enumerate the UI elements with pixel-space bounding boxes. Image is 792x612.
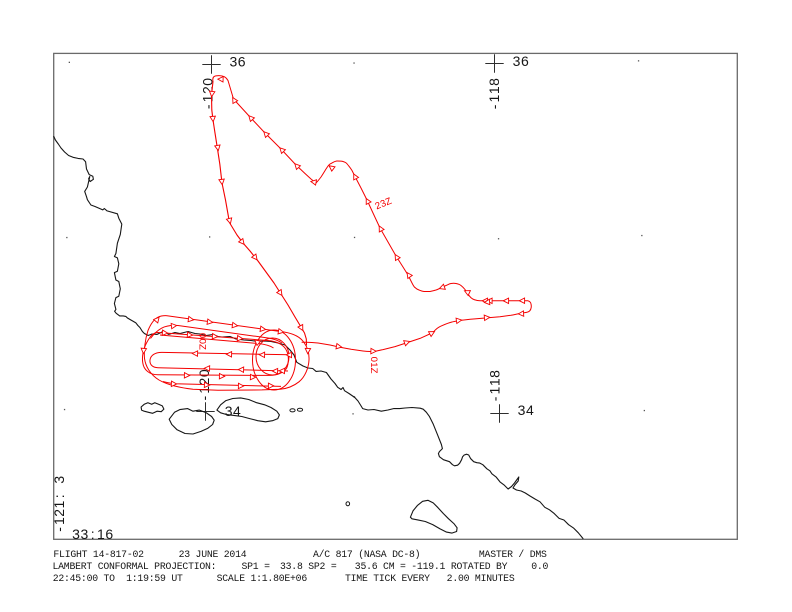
svg-text:-: - bbox=[196, 395, 212, 400]
svg-text:1: 1 bbox=[200, 94, 216, 102]
svg-text:0: 0 bbox=[197, 339, 208, 344]
svg-text::: : bbox=[51, 494, 67, 498]
svg-text:4: 4 bbox=[233, 403, 241, 419]
svg-text:3: 3 bbox=[513, 53, 521, 69]
svg-text:2: 2 bbox=[51, 509, 67, 517]
svg-text:1: 1 bbox=[486, 378, 502, 386]
svg-text:LAMBERT CONFORMAL PROJECTION:: LAMBERT CONFORMAL PROJECTION: bbox=[53, 561, 217, 572]
svg-text:3: 3 bbox=[225, 403, 233, 419]
svg-text:MASTER / DMS: MASTER / DMS bbox=[479, 549, 547, 560]
svg-text::: : bbox=[91, 526, 95, 542]
svg-text:Z: Z bbox=[368, 368, 379, 374]
svg-text:8: 8 bbox=[486, 78, 502, 86]
svg-text:SCALE 1:1.80E+06: SCALE 1:1.80E+06 bbox=[217, 573, 308, 584]
svg-text:SP1 =: SP1 = bbox=[242, 561, 271, 572]
svg-text:0: 0 bbox=[368, 357, 379, 362]
svg-text:1: 1 bbox=[486, 386, 502, 394]
svg-text:0: 0 bbox=[196, 369, 212, 377]
svg-text:1: 1 bbox=[51, 500, 67, 508]
svg-text:33.8 SP2 =: 33.8 SP2 = bbox=[280, 561, 337, 572]
svg-text:3: 3 bbox=[518, 402, 526, 418]
svg-text:4: 4 bbox=[526, 402, 534, 418]
svg-text:0.0: 0.0 bbox=[531, 561, 548, 572]
svg-text:TIME TICK EVERY 2.00 MINUTES: TIME TICK EVERY 2.00 MINUTES bbox=[345, 573, 515, 584]
svg-text:1: 1 bbox=[486, 94, 502, 102]
svg-text:1: 1 bbox=[486, 86, 502, 94]
svg-text:-: - bbox=[486, 104, 502, 109]
svg-text:2: 2 bbox=[200, 86, 216, 94]
svg-text:2: 2 bbox=[196, 377, 212, 385]
svg-text:-: - bbox=[51, 527, 67, 532]
svg-text:FLIGHT 14-817-02: FLIGHT 14-817-02 bbox=[53, 549, 144, 560]
svg-text:Z: Z bbox=[197, 344, 208, 350]
svg-text:3: 3 bbox=[51, 476, 67, 484]
svg-text:-: - bbox=[486, 396, 502, 401]
svg-text:6: 6 bbox=[521, 53, 529, 69]
svg-text:6: 6 bbox=[238, 54, 246, 70]
svg-text:A/C 817 (NASA DC-8): A/C 817 (NASA DC-8) bbox=[313, 549, 420, 560]
svg-text:3: 3 bbox=[229, 54, 237, 70]
svg-text:Z: Z bbox=[384, 196, 394, 208]
svg-text:3: 3 bbox=[80, 526, 88, 542]
svg-text:-: - bbox=[200, 104, 216, 109]
svg-text:2: 2 bbox=[374, 200, 383, 212]
svg-text:1: 1 bbox=[51, 517, 67, 525]
svg-text:3: 3 bbox=[379, 198, 388, 210]
svg-text:6: 6 bbox=[105, 526, 113, 542]
svg-text:23 JUNE 2014: 23 JUNE 2014 bbox=[179, 549, 247, 560]
svg-text:3: 3 bbox=[72, 526, 80, 542]
svg-text:22:45:00 TO 1:19:59 UT: 22:45:00 TO 1:19:59 UT bbox=[53, 573, 183, 584]
svg-text:1: 1 bbox=[97, 526, 105, 542]
svg-text:0: 0 bbox=[200, 78, 216, 86]
svg-text:35.6 CM = -119.1 ROTATED BY: 35.6 CM = -119.1 ROTATED BY bbox=[355, 561, 508, 572]
svg-text:8: 8 bbox=[486, 370, 502, 378]
svg-text:1: 1 bbox=[368, 362, 379, 367]
svg-text:0: 0 bbox=[197, 333, 208, 338]
